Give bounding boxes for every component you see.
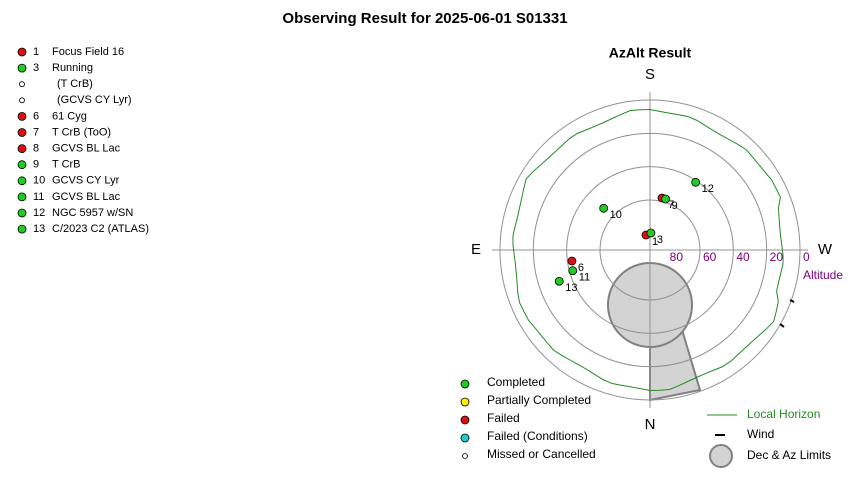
target-id: 6 [33, 110, 39, 122]
legend-label: Local Horizon [747, 407, 820, 421]
legend-limits [709, 444, 733, 468]
status-dot [17, 128, 27, 137]
status-dot [17, 144, 27, 154]
target-point [599, 203, 609, 213]
legend-label: Wind [747, 427, 774, 441]
target-name: GCVS BL Lac [52, 143, 121, 155]
point-label: 7 [668, 199, 674, 211]
status-dot [17, 192, 27, 202]
target-name: 61 Cyg [52, 110, 87, 122]
target-id: 8 [33, 143, 39, 155]
target-id: 3 [33, 62, 39, 74]
legend-label: Partially Completed [487, 393, 591, 407]
page-title: Observing Result for 2025-06-01 S01331 [282, 10, 567, 27]
target-name: NGC 5957 w/SN [52, 207, 133, 219]
direction-label: E [471, 241, 481, 258]
local-horizon [512, 108, 784, 391]
status-dot [17, 47, 27, 57]
alt-tick-label: 20 [770, 250, 784, 264]
target-id: 11 [33, 191, 44, 203]
point-label: 10 [610, 209, 622, 221]
target-id: 12 [33, 207, 45, 219]
target-point [554, 276, 564, 286]
legend-label: Completed [487, 375, 545, 389]
status-dot [17, 176, 27, 186]
legend-dot [460, 379, 470, 389]
target-name: (GCVS CY Lyr) [57, 94, 132, 106]
target-point [661, 194, 670, 204]
target-name: T CrB (ToO) [52, 126, 111, 138]
target-point [646, 228, 656, 238]
direction-label: S [645, 66, 655, 83]
legend-label: Missed or Cancelled [487, 447, 596, 461]
point-label: 12 [702, 183, 714, 195]
status-dot [17, 208, 27, 218]
wind [789, 299, 795, 303]
legend-dot [462, 453, 468, 459]
legend-dot [460, 433, 470, 443]
target-id: 7 [33, 126, 39, 138]
target-name: C/2023 C2 (ATLAS) [52, 223, 149, 235]
target-name: T CrB [52, 159, 81, 171]
status-dot [19, 81, 25, 88]
r-axis-label: Altitude [803, 268, 843, 282]
target-id: 13 [33, 223, 45, 235]
status-dot [17, 63, 27, 73]
point-label: 11 [579, 272, 590, 284]
target-point [568, 266, 578, 276]
point-label: 9 [672, 200, 678, 212]
legend-dot [460, 415, 470, 425]
direction-label: W [818, 241, 833, 258]
target-name: Focus Field 16 [52, 46, 124, 58]
direction-label: N [645, 416, 656, 433]
target-name: Running [52, 62, 93, 74]
legend-label: Failed [487, 411, 520, 425]
target-name: GCVS CY Lyr [52, 175, 120, 187]
target-id: 1 [33, 46, 39, 58]
status-dot [19, 97, 25, 104]
chart-title: AzAlt Result [609, 45, 692, 61]
alt-tick-label: 80 [670, 250, 684, 264]
alt-tick-label: 60 [703, 250, 717, 264]
target-name: GCVS BL Lac [52, 191, 121, 203]
point-label: 1 [652, 236, 658, 248]
status-dot [17, 224, 27, 234]
target-point [567, 256, 577, 266]
target-id: 9 [33, 159, 39, 171]
alt-tick-label: 40 [736, 250, 750, 264]
status-dot [17, 160, 27, 170]
legend-label: Dec & Az Limits [747, 448, 831, 462]
target-point [691, 177, 701, 187]
alt-tick-label: 0 [803, 250, 810, 264]
point-label: 13 [565, 282, 577, 294]
target-name: (T CrB) [57, 78, 93, 90]
point-label: 6 [578, 262, 584, 274]
legend-dot [460, 397, 470, 407]
status-dot [17, 112, 27, 121]
wind [779, 323, 785, 328]
point-label: 3 [657, 234, 663, 246]
target-id: 10 [33, 175, 45, 187]
legend-label: Failed (Conditions) [487, 429, 588, 443]
